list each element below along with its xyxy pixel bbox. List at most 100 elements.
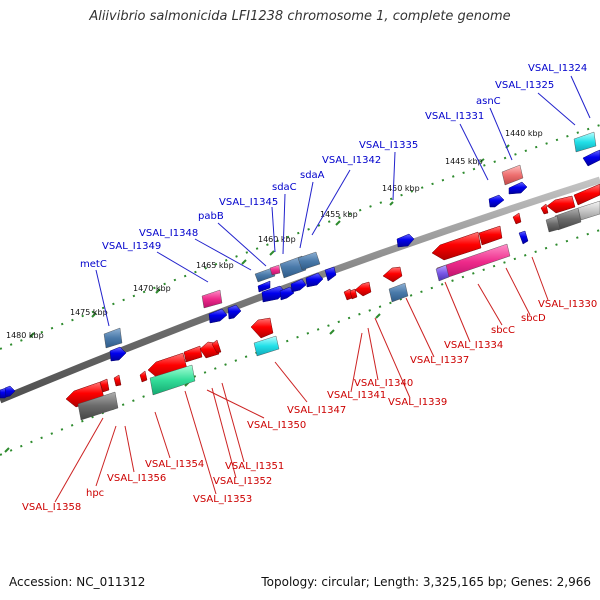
- gene-label-sdaa: sdaA: [300, 170, 325, 181]
- leader-line: [444, 281, 471, 343]
- gene-label-vsal-i1351: VSAL_I1351: [225, 461, 284, 472]
- major-tick: [375, 313, 381, 319]
- gene-label-pabb: pabB: [198, 211, 224, 222]
- leader-line: [124, 425, 135, 473]
- gene-label-sbcd: sbcD: [521, 313, 546, 324]
- leader-line: [374, 317, 411, 399]
- gene-box: [254, 267, 276, 283]
- major-tick: [329, 329, 335, 335]
- gene-arrow: [512, 212, 522, 225]
- leader-line: [367, 327, 379, 381]
- major-ticks: [4, 144, 510, 453]
- forward-homology: [103, 131, 597, 349]
- leader-line: [95, 269, 110, 327]
- gene-label-vsal-i1342: VSAL_I1342: [322, 155, 381, 166]
- gene-box: [77, 391, 119, 421]
- gene-label-vsal-i1348: VSAL_I1348: [139, 228, 198, 239]
- gene-arrow: [354, 281, 372, 297]
- gene-label-vsal-i1340: VSAL_I1340: [354, 378, 413, 389]
- gene-arrow: [305, 272, 324, 288]
- gene-arrow: [290, 278, 307, 293]
- gene-arrow: [540, 203, 549, 215]
- gene-label-sdac: sdaC: [272, 182, 297, 193]
- leader-line: [392, 151, 396, 201]
- gene-arrow: [250, 317, 274, 339]
- gene-box: [435, 264, 450, 282]
- leader-line: [156, 251, 209, 283]
- gene-label-sbcc: sbcC: [491, 325, 515, 336]
- reverse-genes: [65, 183, 600, 408]
- gene-arrow: [257, 280, 271, 293]
- gene-arrow: [324, 266, 337, 282]
- tick-label: 1465 kbp: [196, 261, 234, 270]
- major-tick: [241, 259, 247, 265]
- accession-text: Accession: NC_011312: [9, 575, 146, 589]
- map-title: Aliivibrio salmonicida LFI1238 chromosom…: [89, 9, 511, 24]
- leader-line: [477, 283, 503, 326]
- leader-line: [217, 222, 267, 267]
- major-tick: [4, 447, 10, 453]
- major-tick: [389, 201, 394, 206]
- leader-line: [299, 181, 314, 249]
- gene-arrow: [279, 286, 295, 301]
- gene-box: [269, 264, 281, 276]
- gene-arrow: [349, 288, 358, 300]
- gene-label-vsal-i1347: VSAL_I1347: [287, 405, 346, 416]
- tick-label: 1460 kbp: [258, 235, 296, 244]
- gene-label-vsal-i1354: VSAL_I1354: [145, 459, 204, 470]
- leader-line: [570, 75, 591, 119]
- tick-row-outer: [0, 124, 600, 350]
- leader-line: [221, 382, 245, 463]
- tick-label: 1480 kbp: [6, 331, 44, 340]
- leader-line: [311, 169, 351, 236]
- gene-arrow: [4, 385, 16, 398]
- leader-line: [531, 256, 549, 301]
- gene-label-vsal-i1349: VSAL_I1349: [102, 241, 161, 252]
- leader-line: [154, 411, 171, 459]
- gene-label-vsal-i1352: VSAL_I1352: [213, 476, 272, 487]
- gene-label-vsal-i1339: VSAL_I1339: [388, 397, 447, 408]
- gene-label-hpc: hpc: [86, 488, 104, 499]
- major-tick: [335, 220, 341, 226]
- gene-arrow: [478, 225, 503, 246]
- gene-label-vsal-i1325: VSAL_I1325: [495, 80, 554, 91]
- forward-genes: [0, 149, 600, 399]
- gene-label-asnc: asnC: [476, 96, 501, 107]
- gene-label-vsal-i1331: VSAL_I1331: [425, 111, 484, 122]
- gene-arrow: [227, 304, 242, 320]
- leader-line: [282, 193, 286, 255]
- gene-box: [297, 251, 321, 271]
- gene-box: [253, 335, 280, 357]
- gene-arrow: [211, 339, 222, 354]
- gene-box: [388, 282, 409, 303]
- leader-line: [211, 387, 237, 479]
- gene-label-vsal-i1341: VSAL_I1341: [327, 390, 386, 401]
- gene-arrow: [488, 194, 505, 208]
- tick-label: 1445 kbp: [445, 157, 483, 166]
- major-tick: [29, 332, 35, 338]
- gene-box: [577, 200, 600, 221]
- gene-label-vsal-i1337: VSAL_I1337: [410, 355, 469, 366]
- gene-arrow: [573, 183, 600, 206]
- tick-label: 1440 kbp: [505, 129, 543, 138]
- gene-arrow: [396, 233, 415, 248]
- leader-line: [459, 123, 489, 181]
- gene-arrow: [99, 378, 110, 393]
- gene-box: [545, 215, 561, 233]
- leader-line: [95, 425, 117, 487]
- gene-arrow: [208, 308, 228, 324]
- major-tick: [479, 158, 485, 163]
- gene-arrow: [582, 149, 600, 167]
- leader-line: [350, 332, 363, 393]
- gene-label-vsal-i1324: VSAL_I1324: [528, 63, 587, 74]
- leader-line: [537, 92, 576, 126]
- gene-arrow: [518, 230, 529, 245]
- gene-arrow: [382, 266, 403, 283]
- tick-label: 1475 kbp: [70, 308, 108, 317]
- gene-box: [501, 164, 524, 186]
- leader-line: [489, 107, 513, 161]
- leader-line: [184, 390, 217, 495]
- gene-arrow: [139, 370, 148, 383]
